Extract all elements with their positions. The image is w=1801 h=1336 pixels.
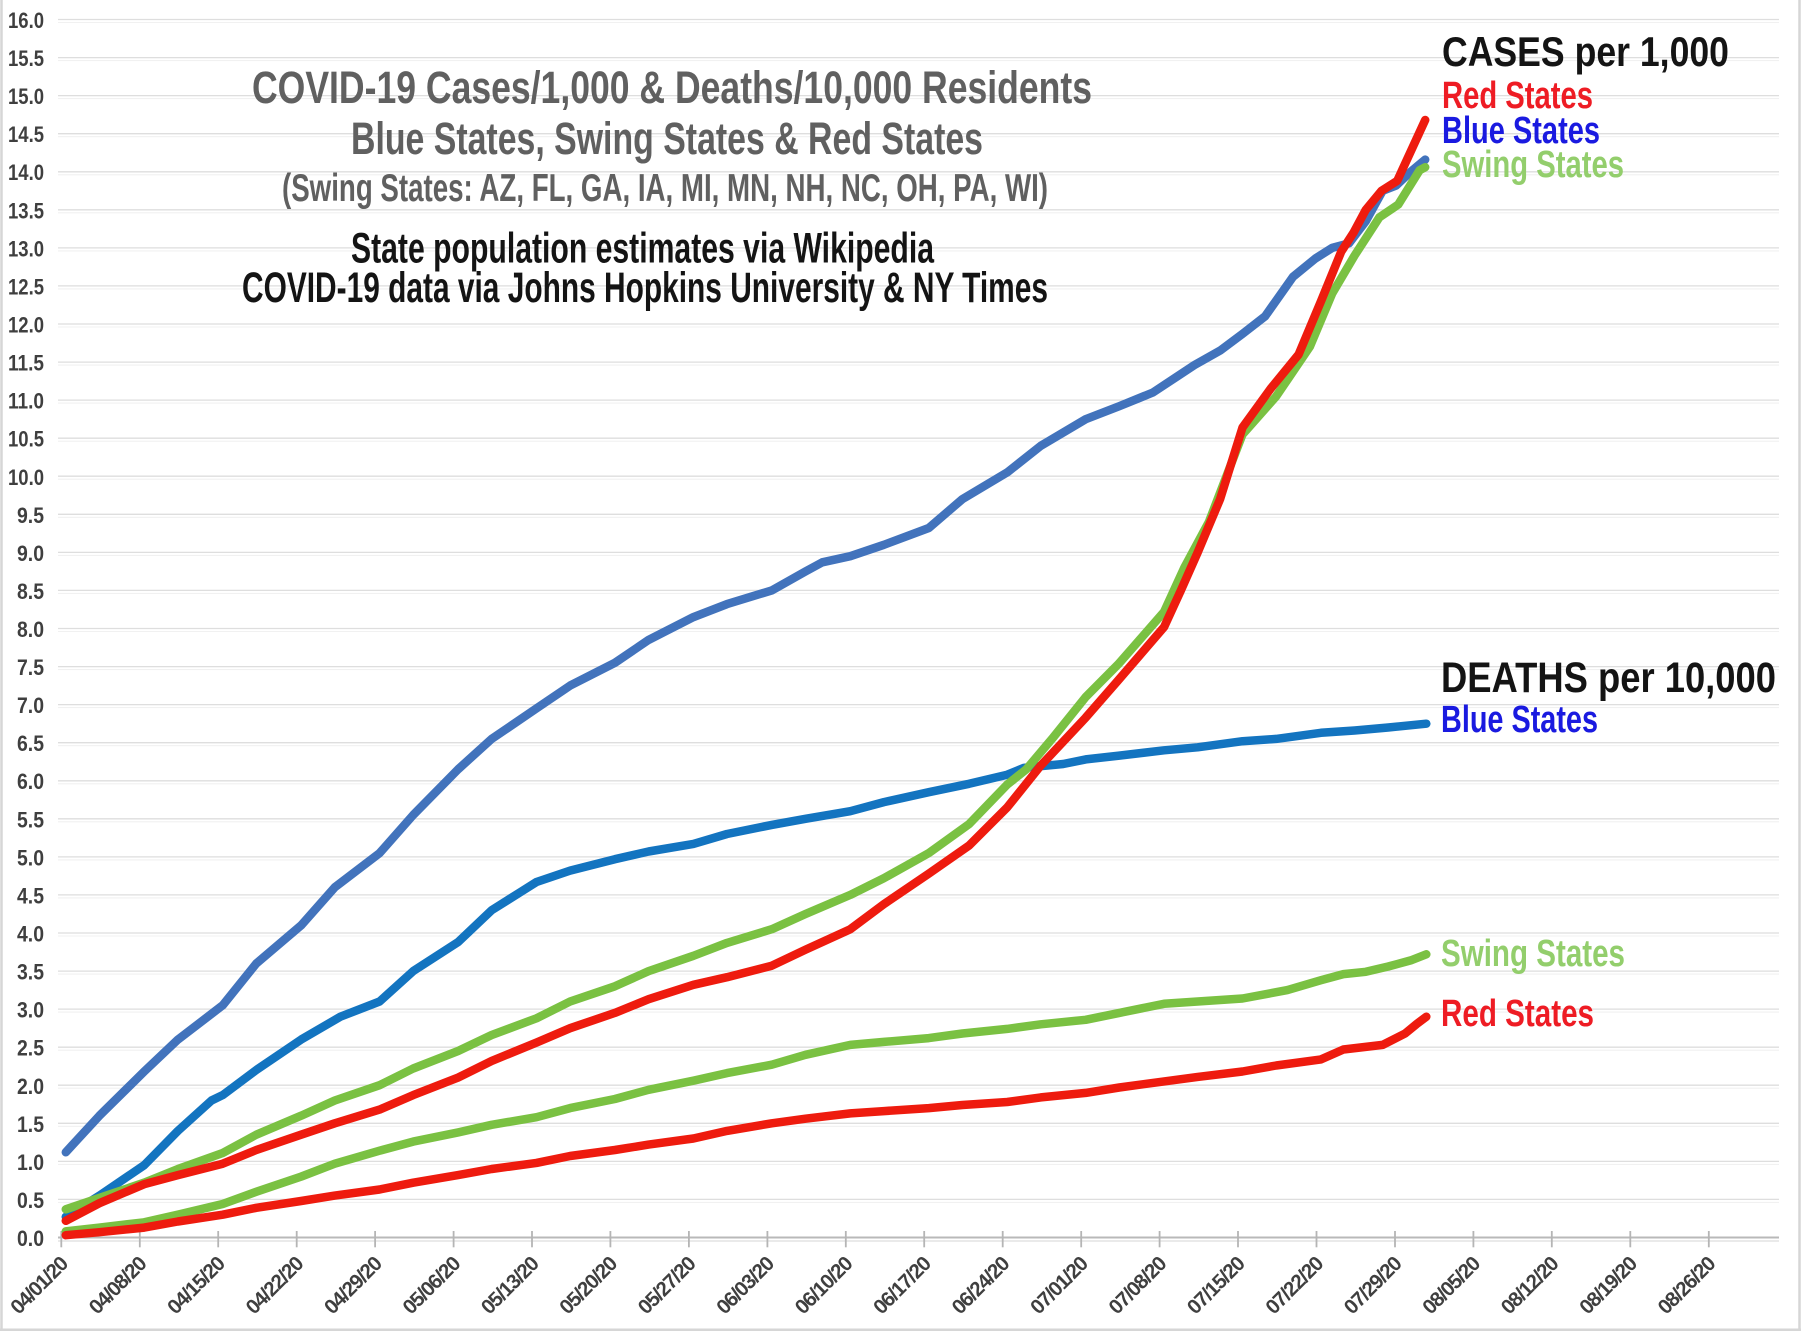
svg-text:5.0: 5.0 [17, 845, 44, 870]
svg-text:11.0: 11.0 [8, 389, 44, 414]
svg-text:CASES per 1,000: CASES per 1,000 [1442, 28, 1729, 75]
svg-text:8.0: 8.0 [17, 617, 44, 642]
svg-text:8.5: 8.5 [17, 579, 44, 604]
svg-text:3.0: 3.0 [17, 998, 44, 1023]
svg-text:Blue States: Blue States [1442, 110, 1600, 152]
svg-text:14.0: 14.0 [8, 160, 44, 185]
svg-text:State population estimates via: State population estimates via Wikipedia [351, 225, 935, 273]
svg-text:3.5: 3.5 [17, 960, 44, 985]
svg-text:10.0: 10.0 [8, 465, 44, 490]
svg-text:14.5: 14.5 [8, 122, 44, 147]
svg-text:15.0: 15.0 [8, 84, 44, 109]
svg-text:Red States: Red States [1441, 993, 1594, 1035]
svg-text:4.0: 4.0 [17, 922, 44, 947]
svg-text:0.5: 0.5 [17, 1188, 44, 1213]
svg-text:0.0: 0.0 [17, 1226, 44, 1251]
svg-text:6.0: 6.0 [17, 769, 44, 794]
svg-text:(Swing States: AZ, FL, GA, IA,: (Swing States: AZ, FL, GA, IA, MI, MN, N… [282, 167, 1048, 210]
svg-text:Blue States, Swing States & Re: Blue States, Swing States & Red States [351, 113, 983, 164]
svg-text:11.5: 11.5 [8, 351, 44, 376]
svg-text:6.5: 6.5 [17, 731, 44, 756]
svg-text:9.0: 9.0 [17, 541, 44, 566]
svg-text:12.0: 12.0 [8, 313, 44, 338]
svg-text:2.0: 2.0 [17, 1074, 44, 1099]
svg-text:COVID-19 data via Johns Hopkin: COVID-19 data via Johns Hopkins Universi… [242, 264, 1048, 312]
svg-text:COVID-19 Cases/1,000 & Deaths/: COVID-19 Cases/1,000 & Deaths/10,000 Res… [252, 62, 1092, 113]
svg-text:DEATHS per 10,000: DEATHS per 10,000 [1441, 654, 1776, 702]
svg-text:15.5: 15.5 [8, 46, 44, 71]
svg-text:5.5: 5.5 [17, 807, 44, 832]
svg-text:Red States: Red States [1442, 75, 1593, 117]
svg-text:4.5: 4.5 [17, 883, 44, 908]
svg-text:12.5: 12.5 [8, 274, 44, 299]
svg-text:13.0: 13.0 [8, 236, 44, 261]
svg-text:7.0: 7.0 [17, 693, 44, 718]
svg-text:7.5: 7.5 [17, 655, 44, 680]
svg-text:16.0: 16.0 [8, 8, 44, 33]
svg-text:2.5: 2.5 [17, 1036, 44, 1061]
svg-text:1.5: 1.5 [17, 1112, 44, 1137]
svg-text:1.0: 1.0 [17, 1150, 44, 1175]
svg-text:Swing States: Swing States [1442, 144, 1624, 186]
svg-text:13.5: 13.5 [8, 198, 44, 223]
svg-text:Swing States: Swing States [1441, 933, 1625, 975]
svg-text:10.5: 10.5 [8, 427, 44, 452]
svg-text:9.5: 9.5 [17, 503, 44, 528]
svg-text:Blue States: Blue States [1441, 699, 1598, 741]
